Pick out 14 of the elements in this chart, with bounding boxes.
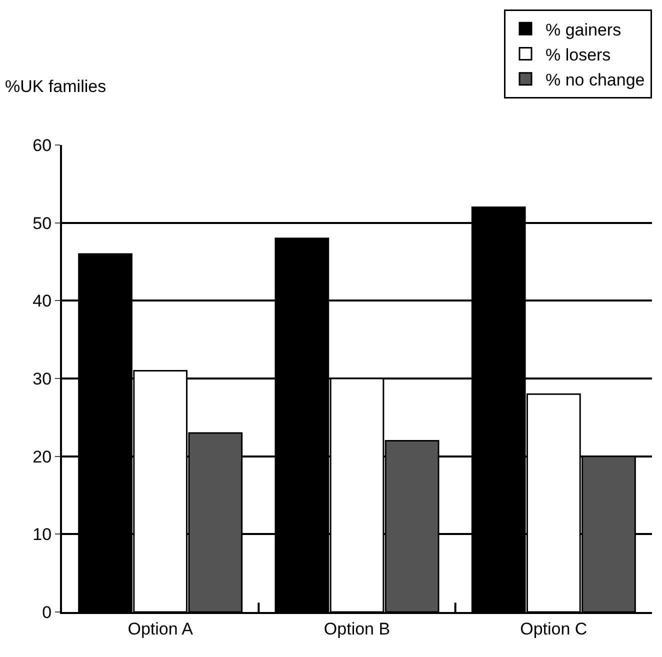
legend-label: % no change <box>546 70 645 90</box>
y-tick-label: 30 <box>32 369 52 388</box>
legend-label: % gainers <box>546 20 622 40</box>
y-tick-label: 60 <box>32 136 52 155</box>
legend-label: % losers <box>546 45 611 64</box>
y-tick-label: 20 <box>32 447 52 466</box>
x-tick-label: Option C <box>520 619 588 638</box>
x-tick-label: Option A <box>128 619 194 638</box>
y-tick-label: 0 <box>42 602 52 622</box>
y-tick-label: 50 <box>32 214 52 233</box>
x-tick-label: Option B <box>324 619 390 638</box>
y-tick-label: 10 <box>32 525 52 544</box>
y-tick-label: 40 <box>32 292 52 311</box>
y-axis-title: %UK families <box>5 77 106 96</box>
